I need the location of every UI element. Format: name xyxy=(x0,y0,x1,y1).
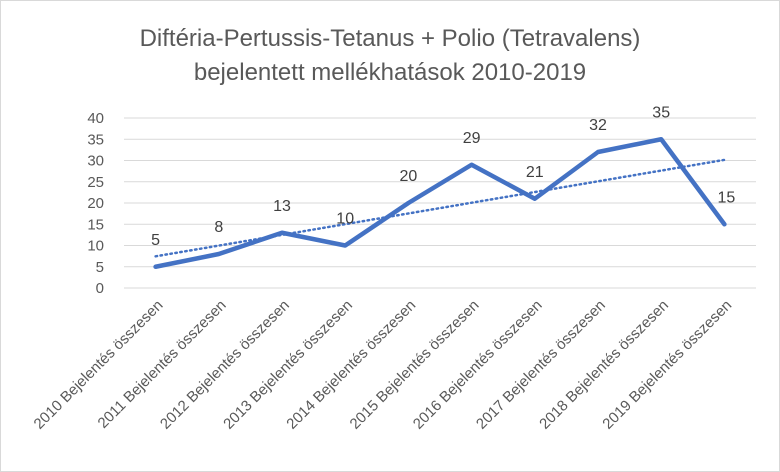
y-tick-label: 10 xyxy=(87,238,104,255)
series-line xyxy=(153,137,727,269)
x-tick-label: 2015 Bejelentés összesen xyxy=(347,297,483,433)
y-tick-label: 25 xyxy=(87,174,104,191)
y-tick-label: 35 xyxy=(87,131,104,148)
y-tick-label: 40 xyxy=(87,110,104,127)
y-tick-label: 15 xyxy=(87,216,104,233)
data-label: 15 xyxy=(718,189,736,206)
x-tick-label: 2017 Bejelentés összesen xyxy=(473,297,609,433)
x-tick-label: 2013 Bejelentés összesen xyxy=(220,297,356,433)
x-tick-label: 2011 Bejelentés összesen xyxy=(95,297,230,432)
chart-title: Diftéria-Pertussis-Tetanus + Polio (Tetr… xyxy=(0,22,780,90)
data-label: 21 xyxy=(526,164,544,181)
data-label: 5 xyxy=(151,232,160,249)
x-tick-label: 2018 Bejelentés összesen xyxy=(536,297,672,433)
series xyxy=(153,137,727,269)
x-tick-label: 2014 Bejelentés összesen xyxy=(283,297,419,433)
x-tick-label: 2016 Bejelentés összesen xyxy=(410,297,546,433)
data-label: 10 xyxy=(336,211,354,228)
x-tick-label: 2010 Bejelentés összesen xyxy=(31,297,167,433)
data-labels: 5 8 13 10 20 29 21 32 35 15 xyxy=(151,104,735,249)
x-tick-label: 2012 Bejelentés összesen xyxy=(157,297,293,433)
y-axis: 0 5 10 15 20 25 30 35 40 xyxy=(87,110,104,297)
chart-title-line-1: Diftéria-Pertussis-Tetanus + Polio (Tetr… xyxy=(139,25,641,52)
trendline xyxy=(154,158,726,258)
x-tick-label: 2019 Bejelentés összesen xyxy=(599,297,735,433)
data-label: 8 xyxy=(214,219,223,236)
data-label: 20 xyxy=(400,168,418,185)
data-label: 29 xyxy=(463,130,481,147)
y-tick-label: 20 xyxy=(87,195,104,212)
y-tick-label: 30 xyxy=(87,153,104,170)
data-label: 35 xyxy=(652,104,670,121)
y-tick-label: 0 xyxy=(96,280,104,297)
trendline-line xyxy=(154,158,726,258)
data-label: 13 xyxy=(273,198,291,215)
chart-title-line-2: bejelentett mellékhatások 2010-2019 xyxy=(193,59,587,86)
gridlines xyxy=(124,117,756,289)
data-label: 32 xyxy=(589,117,607,134)
y-tick-label: 5 xyxy=(96,259,104,276)
